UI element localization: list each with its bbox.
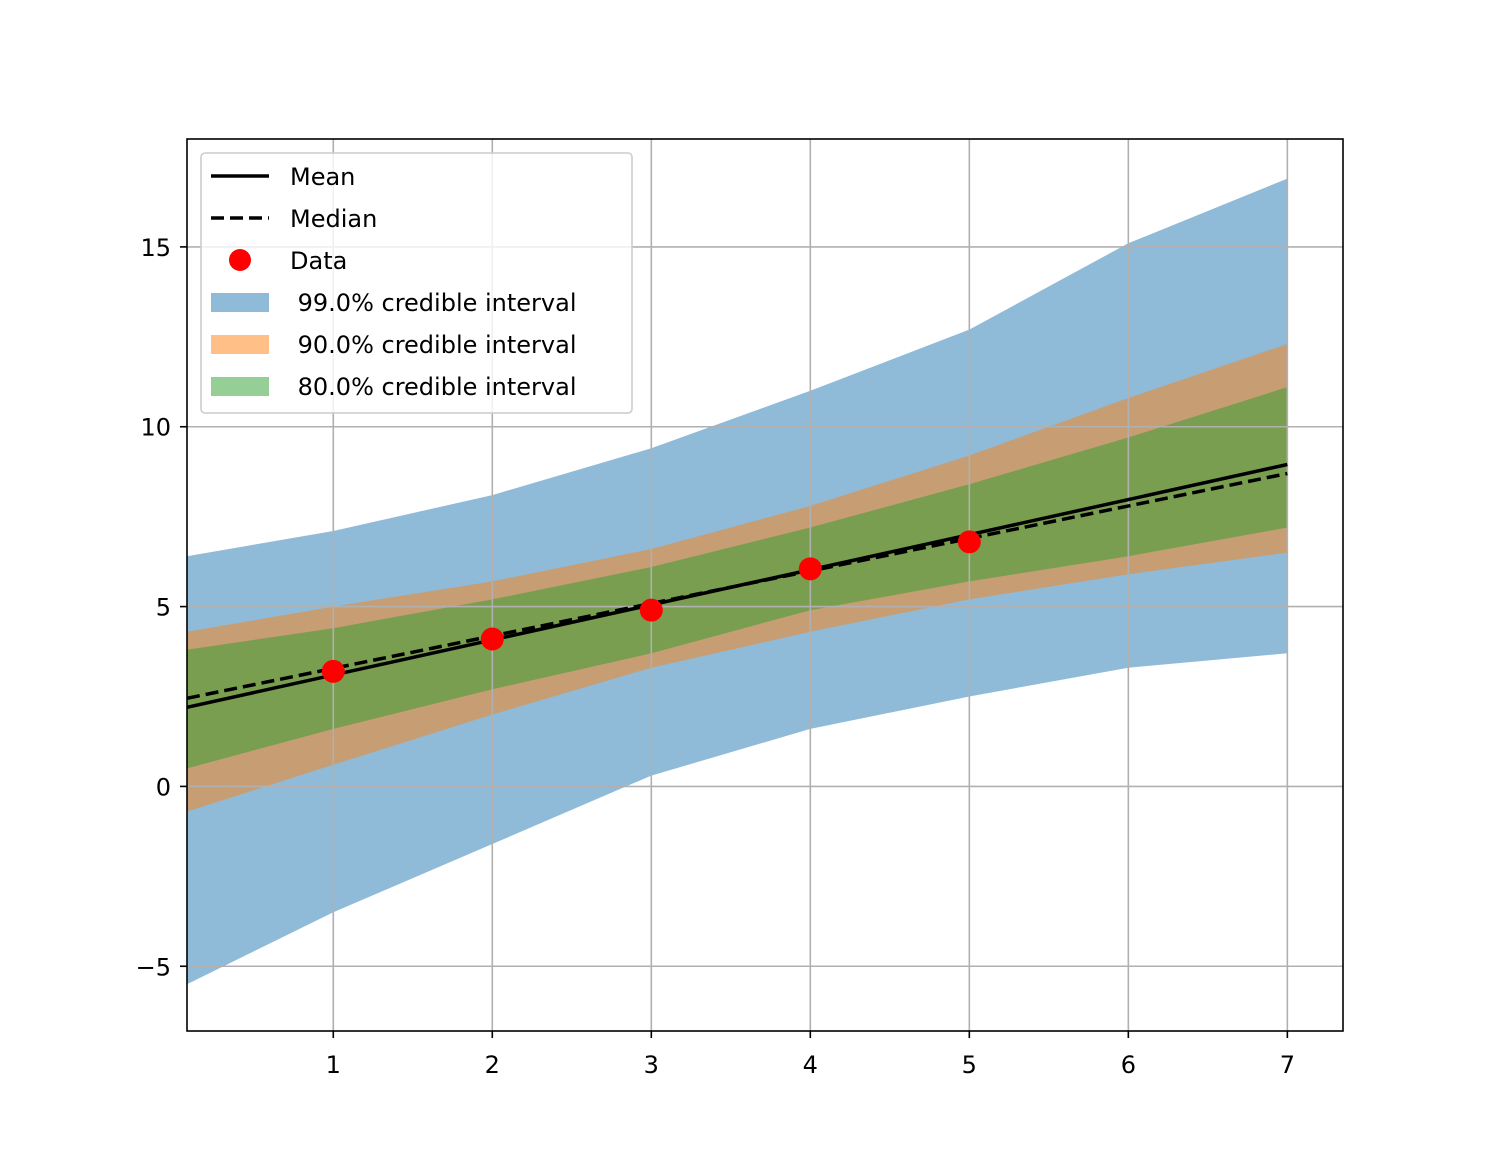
- x-tick-label: 7: [1280, 1051, 1295, 1079]
- x-tick-label: 1: [326, 1051, 341, 1079]
- legend: Mean Median Data 99.0% credible interval…: [200, 152, 633, 414]
- y-tick-label: 15: [140, 234, 171, 262]
- grid-layer: [187, 139, 1343, 1031]
- legend-median-label: Median: [290, 205, 377, 233]
- ci80-band: [187, 387, 1288, 769]
- x-tick-label: 3: [644, 1051, 659, 1079]
- data-points-layer: [321, 530, 981, 683]
- legend-ci99-label: 99.0% credible interval: [290, 289, 577, 317]
- axes-frame: [186, 138, 1344, 1032]
- y-tick-label: 5: [156, 594, 171, 622]
- median-line: [186, 471, 1288, 701]
- ticks-layer: 1 2 3 4 5 6 7 −5 0 5 10 15: [136, 234, 1295, 1079]
- data-point: [798, 557, 822, 581]
- x-tick-label: 4: [803, 1051, 818, 1079]
- data-point: [321, 659, 345, 683]
- legend-data-label: Data: [290, 247, 347, 275]
- lines-layer: [186, 462, 1288, 710]
- legend-mean-label: Mean: [290, 163, 355, 191]
- bands-layer: [187, 178, 1288, 985]
- x-tick-label: 6: [1121, 1051, 1136, 1079]
- y-tick-label: 10: [140, 414, 171, 442]
- x-tick-label: 5: [962, 1051, 977, 1079]
- y-tick-label: 0: [156, 773, 171, 801]
- legend-ci99-swatch: [211, 293, 269, 312]
- legend-ci80-swatch: [211, 377, 269, 396]
- legend-data-swatch: [229, 249, 251, 271]
- data-point: [480, 627, 504, 651]
- data-point: [957, 530, 981, 554]
- legend-ci90-label: 90.0% credible interval: [290, 331, 577, 359]
- data-point: [639, 598, 663, 622]
- y-tick-label: −5: [136, 953, 171, 981]
- legend-ci90-swatch: [211, 335, 269, 354]
- x-tick-label: 2: [485, 1051, 500, 1079]
- legend-box: [200, 152, 633, 414]
- legend-ci80-label: 80.0% credible interval: [290, 373, 577, 401]
